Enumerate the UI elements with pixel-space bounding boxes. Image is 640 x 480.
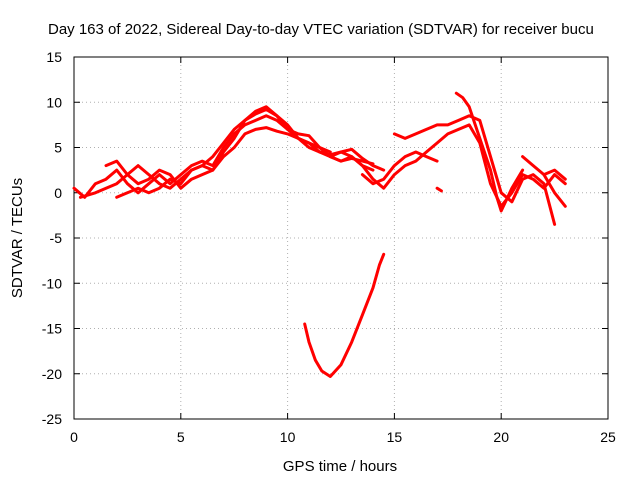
x-tick-labels: 0 5 10 15 20 25 (70, 429, 616, 445)
y-tick-label: 10 (46, 94, 62, 110)
y-tick-label: -10 (42, 275, 62, 291)
series-arc-8 (454, 91, 525, 213)
series-arc-6 (360, 150, 439, 186)
series-arc-11 (435, 186, 443, 193)
y-tick-label: -15 (42, 321, 62, 337)
series-arc-12 (303, 252, 386, 378)
axis-ticks (73, 56, 609, 420)
y-tick-labels: -25 -20 -15 -10 -5 0 5 10 15 (42, 49, 62, 427)
data-series (72, 91, 567, 378)
series-arc-4 (115, 105, 332, 199)
series-arc-10 (542, 168, 567, 181)
y-axis-label: SDTVAR / TECUs (9, 178, 26, 298)
x-tick-label: 0 (70, 429, 78, 445)
y-tick-label: -5 (50, 230, 63, 246)
y-tick-label: 0 (54, 185, 62, 201)
grid-lines (74, 57, 608, 419)
y-tick-label: 5 (54, 140, 62, 156)
y-tick-label: -25 (42, 411, 62, 427)
y-tick-label: 15 (46, 49, 62, 65)
chart-title: Day 163 of 2022, Sidereal Day-to-day VTE… (48, 21, 594, 38)
series-arc-3 (104, 126, 386, 190)
x-tick-label: 25 (600, 429, 616, 445)
x-axis-label: GPS time / hours (283, 458, 397, 475)
x-tick-label: 5 (177, 429, 185, 445)
x-tick-label: 15 (387, 429, 403, 445)
y-tick-label: -20 (42, 366, 62, 382)
x-tick-label: 10 (280, 429, 296, 445)
x-tick-label: 20 (493, 429, 509, 445)
